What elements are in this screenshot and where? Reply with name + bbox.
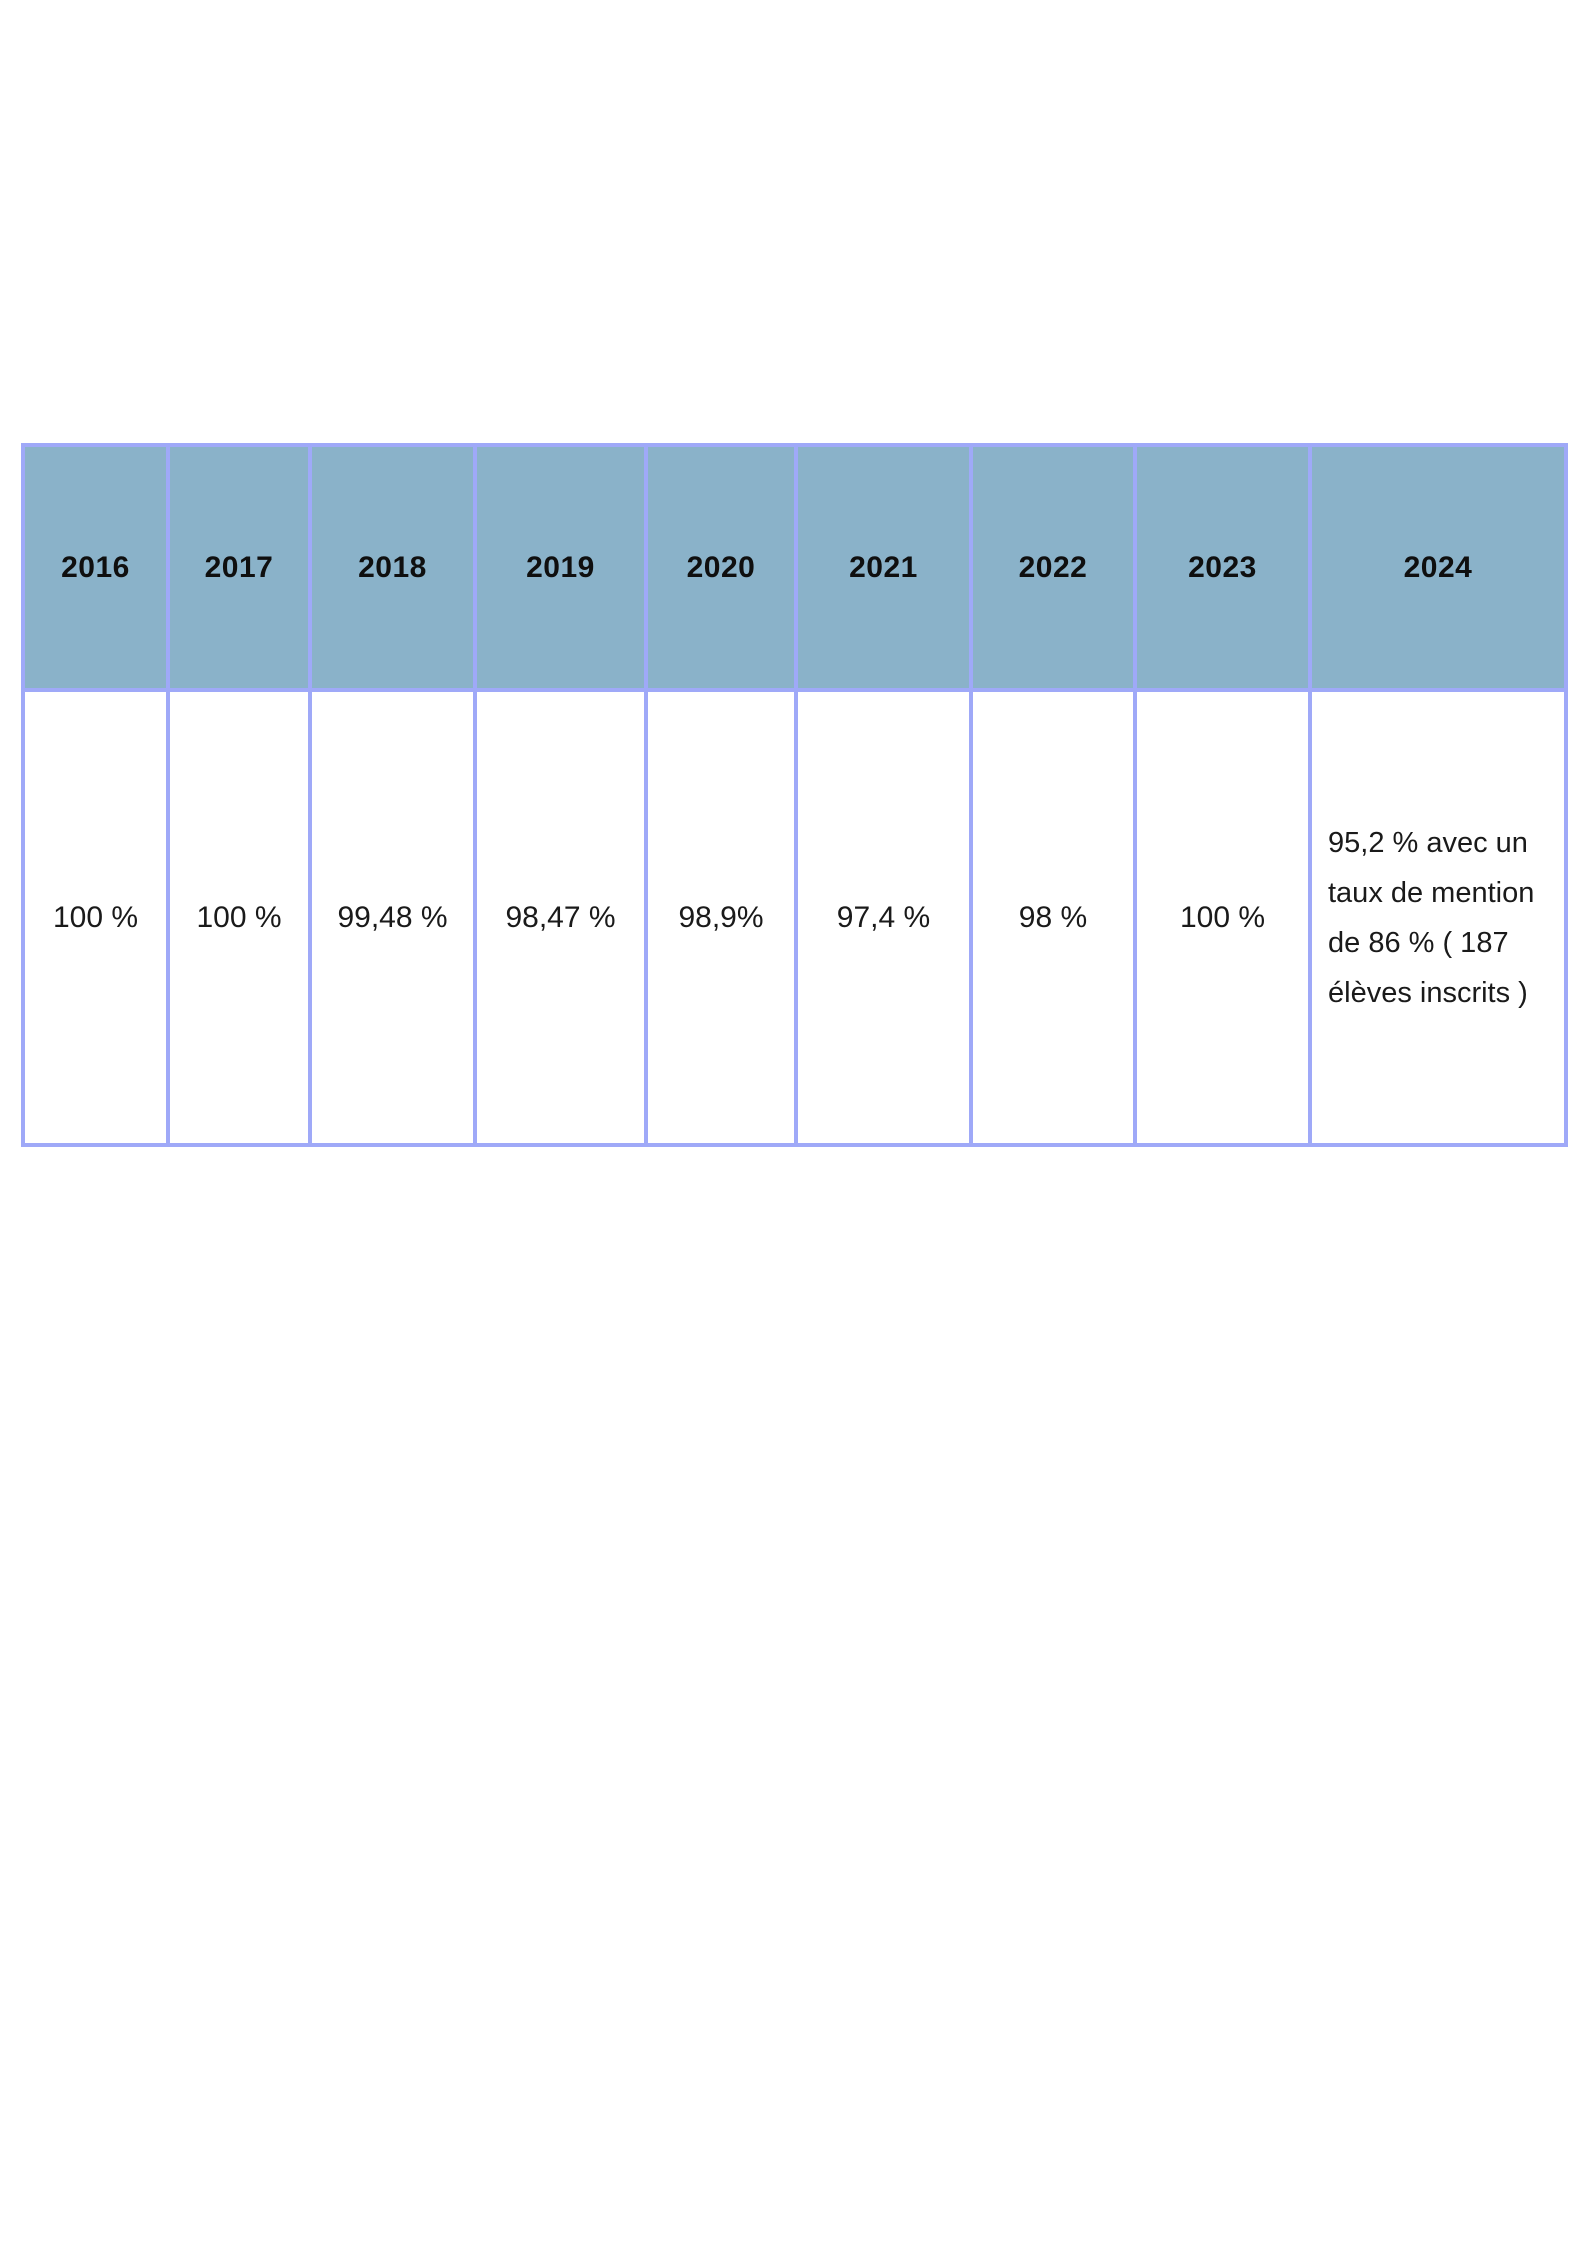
header-cell-2024: 2024	[1312, 447, 1564, 688]
header-cell-2018: 2018	[312, 447, 473, 688]
header-cell-2023: 2023	[1137, 447, 1308, 688]
results-table: 2016 2017 2018 2019 2020 2021 2022 2023 …	[21, 443, 1568, 1147]
header-cell-2021: 2021	[798, 447, 969, 688]
header-cell-2019: 2019	[477, 447, 644, 688]
value-cell-2024: 95,2 % avec un taux de mention de 86 % (…	[1312, 692, 1564, 1143]
value-cell-2016: 100 %	[25, 692, 166, 1143]
header-cell-2020: 2020	[648, 447, 794, 688]
value-cell-2023: 100 %	[1137, 692, 1308, 1143]
value-cell-2021: 97,4 %	[798, 692, 969, 1143]
value-cell-2019: 98,47 %	[477, 692, 644, 1143]
value-cell-2022: 98 %	[973, 692, 1133, 1143]
value-cell-2017: 100 %	[170, 692, 308, 1143]
header-cell-2016: 2016	[25, 447, 166, 688]
header-cell-2022: 2022	[973, 447, 1133, 688]
value-cell-2018: 99,48 %	[312, 692, 473, 1143]
header-cell-2017: 2017	[170, 447, 308, 688]
value-cell-2020: 98,9%	[648, 692, 794, 1143]
